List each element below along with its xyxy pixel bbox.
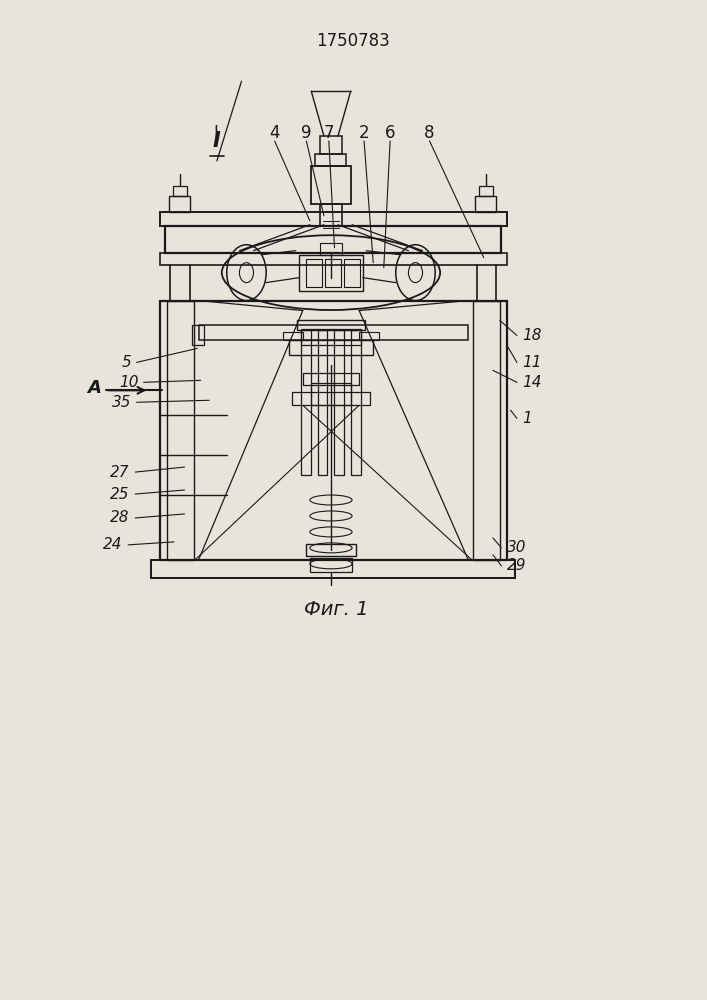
Bar [283, 332, 303, 340]
Bar [344, 259, 360, 287]
Text: 18: 18 [522, 328, 542, 343]
Text: 1: 1 [522, 411, 532, 426]
Bar [311, 166, 351, 204]
Bar [160, 301, 507, 560]
Bar [315, 154, 346, 166]
Text: 9: 9 [301, 124, 312, 142]
Text: I: I [214, 124, 218, 142]
Text: A: A [88, 379, 101, 397]
Bar [288, 340, 373, 355]
Bar [311, 383, 351, 405]
Text: 25: 25 [110, 487, 129, 502]
Bar [479, 186, 493, 196]
Bar [320, 243, 341, 255]
Bar [320, 136, 342, 154]
Text: I: I [213, 131, 221, 151]
Bar [199, 325, 468, 340]
Bar [192, 325, 204, 345]
Bar [160, 253, 507, 265]
Bar [173, 186, 187, 196]
Bar [317, 330, 327, 475]
Bar [306, 259, 322, 287]
Bar [306, 544, 356, 556]
Text: 14: 14 [522, 375, 542, 390]
Bar [334, 330, 344, 475]
Text: 11: 11 [522, 355, 542, 370]
Bar [160, 212, 507, 226]
Text: 2: 2 [358, 124, 369, 142]
Bar [292, 392, 370, 405]
Bar [151, 560, 515, 578]
Bar [351, 330, 361, 475]
Bar [475, 196, 496, 212]
Text: 28: 28 [110, 510, 129, 525]
Text: 8: 8 [424, 124, 435, 142]
Bar [303, 373, 359, 385]
Text: 4: 4 [269, 124, 280, 142]
Bar [299, 255, 363, 291]
Text: 10: 10 [119, 375, 139, 390]
Bar [310, 558, 352, 572]
Bar [359, 332, 379, 340]
Bar [297, 320, 365, 330]
Bar [301, 329, 361, 345]
Bar [325, 259, 341, 287]
Bar [301, 330, 311, 475]
Bar [169, 196, 190, 212]
Text: 24: 24 [103, 537, 122, 552]
Text: 6: 6 [385, 124, 395, 142]
Text: 35: 35 [112, 395, 132, 410]
Text: 29: 29 [507, 558, 527, 573]
Bar [165, 226, 501, 253]
Text: 30: 30 [507, 540, 527, 555]
Text: 7: 7 [324, 124, 334, 142]
Text: Фиг. 1: Фиг. 1 [303, 600, 368, 619]
Text: 1750783: 1750783 [317, 32, 390, 50]
Text: 5: 5 [122, 355, 132, 370]
Bar [320, 204, 342, 226]
Text: 27: 27 [110, 465, 129, 480]
Bar [167, 301, 194, 560]
Bar [473, 301, 500, 560]
